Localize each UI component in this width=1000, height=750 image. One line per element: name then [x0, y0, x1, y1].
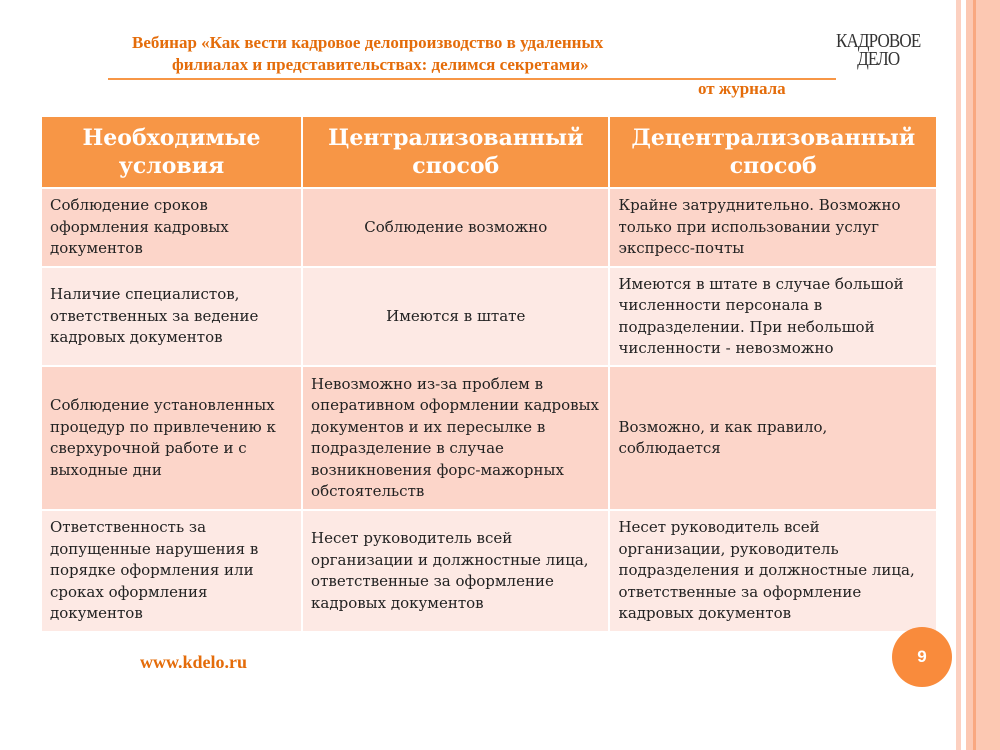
title-from: от журнала [698, 79, 786, 98]
table-row: Соблюдение сроков оформления кадровых до… [39, 187, 938, 268]
table-row: Наличие специалистов, ответственных за в… [39, 266, 938, 367]
table-cell: Несет руководитель всей организации, рук… [608, 509, 938, 633]
website-link[interactable]: www.kdelo.ru [140, 652, 248, 672]
title-line-2: филиалах и представительствах: делимся с… [172, 55, 589, 74]
table-row: Ответственность за допущенные нарушения … [39, 509, 938, 633]
logo-line-2: ДЕЛО [857, 48, 900, 70]
table-cell: Возможно, и как правило, соблюдается [608, 365, 938, 511]
table-cell: Невозможно из-за проблем в оперативном о… [301, 365, 611, 511]
table-cell: Крайне затруднительно. Возможно только п… [608, 187, 938, 268]
column-header: Необходимые условия [39, 115, 304, 189]
table-cell: Соблюдение возможно [301, 187, 611, 268]
comparison-table: Необходимые условия Централизованный спо… [39, 115, 938, 633]
table-row: Соблюдение установленных процедур по при… [39, 365, 938, 511]
table-cell: Имеются в штате [301, 266, 611, 367]
table-cell: Наличие специалистов, ответственных за в… [39, 266, 304, 367]
decorative-stripe [973, 0, 976, 750]
table-cell: Ответственность за допущенные нарушения … [39, 509, 304, 633]
table-cell: Соблюдение установленных процедур по при… [39, 365, 304, 511]
table-cell: Несет руководитель всей организации и до… [301, 509, 611, 633]
column-header: Децентрализованный способ [608, 115, 938, 189]
slide-title: Вебинар «Как вести кадровое делопроизвод… [110, 32, 810, 76]
table-cell: Соблюдение сроков оформления кадровых до… [39, 187, 304, 268]
decorative-stripe [956, 0, 961, 750]
logo: КАДРОВОЕ ДЕЛО [836, 30, 921, 70]
title-underline [108, 78, 836, 80]
column-header: Централизованный способ [301, 115, 611, 189]
table-header: Необходимые условия Централизованный спо… [39, 115, 938, 189]
title-line-1: Вебинар «Как вести кадровое делопроизвод… [132, 33, 604, 52]
decorative-stripe [966, 0, 1000, 750]
page-number-badge: 9 [892, 627, 952, 687]
table-cell: Имеются в штате в случае большой численн… [608, 266, 938, 367]
logo-line-1: КАДРОВОЕ [836, 30, 921, 52]
